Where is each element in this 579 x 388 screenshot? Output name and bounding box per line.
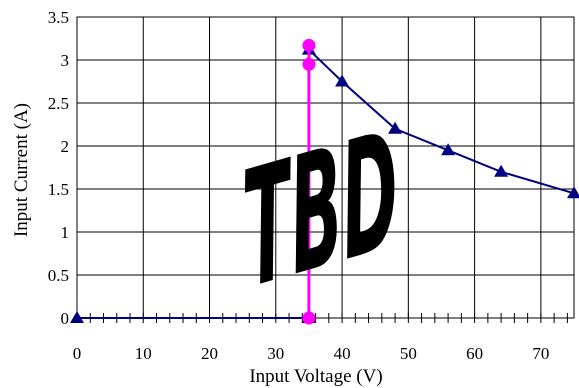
series: [70, 38, 579, 325]
y-tick-label: 2.5: [48, 94, 69, 113]
y-tick-label: 0: [61, 309, 70, 328]
x-axis-title: Input Voltage (V): [249, 366, 382, 387]
y-tick-label: 1: [61, 223, 70, 242]
x-tick-label: 60: [466, 344, 483, 363]
y-tick-label: 3.5: [48, 8, 69, 27]
y-tick-label: 1.5: [48, 180, 69, 199]
series-2-point: [302, 311, 316, 325]
series-1-point: [441, 143, 456, 156]
series-1-point: [494, 164, 509, 177]
series-2-point: [302, 38, 316, 52]
series-1-point: [70, 311, 84, 323]
y-tick-label: 3: [61, 51, 70, 70]
series-2-point: [302, 57, 316, 71]
x-tick-label: 20: [201, 344, 218, 363]
series-1-point: [388, 121, 403, 134]
series-1-point: [567, 186, 579, 199]
x-tick-label: 40: [334, 344, 351, 363]
y-axis-title: Input Current (A): [11, 103, 32, 237]
x-tick-label: 50: [400, 344, 417, 363]
x-tick-label: 0: [73, 344, 82, 363]
y-tick-label: 2: [61, 137, 70, 156]
x-tick-label: 70: [532, 344, 549, 363]
x-tick-label: 10: [135, 344, 152, 363]
watermark: TBD: [238, 97, 404, 326]
series-1-point: [335, 74, 350, 87]
x-tick-label: 30: [267, 344, 284, 363]
tick-labels: 0 0.5 1 1.5 2 2.5 3 3.5 0 10 20 30 40 50 60 70: [48, 8, 550, 363]
watermark-text: TBD: [238, 97, 404, 326]
y-tick-label: 0.5: [48, 266, 69, 285]
